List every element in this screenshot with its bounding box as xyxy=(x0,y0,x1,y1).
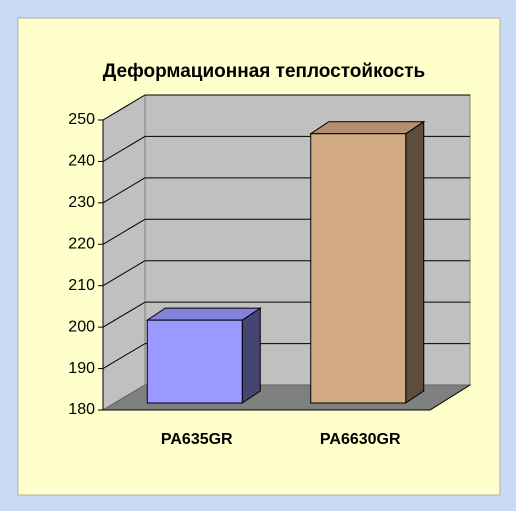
y-tick-label: 200 xyxy=(68,318,95,335)
chart-title: Деформационная теплостойкость xyxy=(103,61,426,82)
grid-line xyxy=(102,260,146,287)
y-tick-label: 180 xyxy=(68,401,95,418)
grid-line xyxy=(102,177,146,204)
bar-side xyxy=(241,307,261,404)
grid-line xyxy=(102,218,146,245)
y-tick-label: 210 xyxy=(68,277,95,294)
bar-top xyxy=(309,121,426,135)
x-tick-label: PA635GR xyxy=(161,431,233,448)
bar xyxy=(310,133,407,404)
y-tick-label: 230 xyxy=(68,194,95,211)
grid-line xyxy=(102,301,146,328)
x-axis-depth xyxy=(429,384,471,411)
x-tick-label: PA6630GR xyxy=(320,431,401,448)
y-tick-label: 190 xyxy=(68,360,95,377)
y-tick-label: 240 xyxy=(68,153,95,170)
grid-line xyxy=(102,343,146,370)
bar xyxy=(146,319,243,404)
y-tick-label: 250 xyxy=(68,111,95,128)
y-tick-label: 220 xyxy=(68,236,95,253)
grid-line xyxy=(102,135,146,162)
bar-side xyxy=(405,120,425,404)
grid-line xyxy=(102,94,146,121)
bar-top xyxy=(145,307,262,321)
side-wall xyxy=(102,94,146,411)
